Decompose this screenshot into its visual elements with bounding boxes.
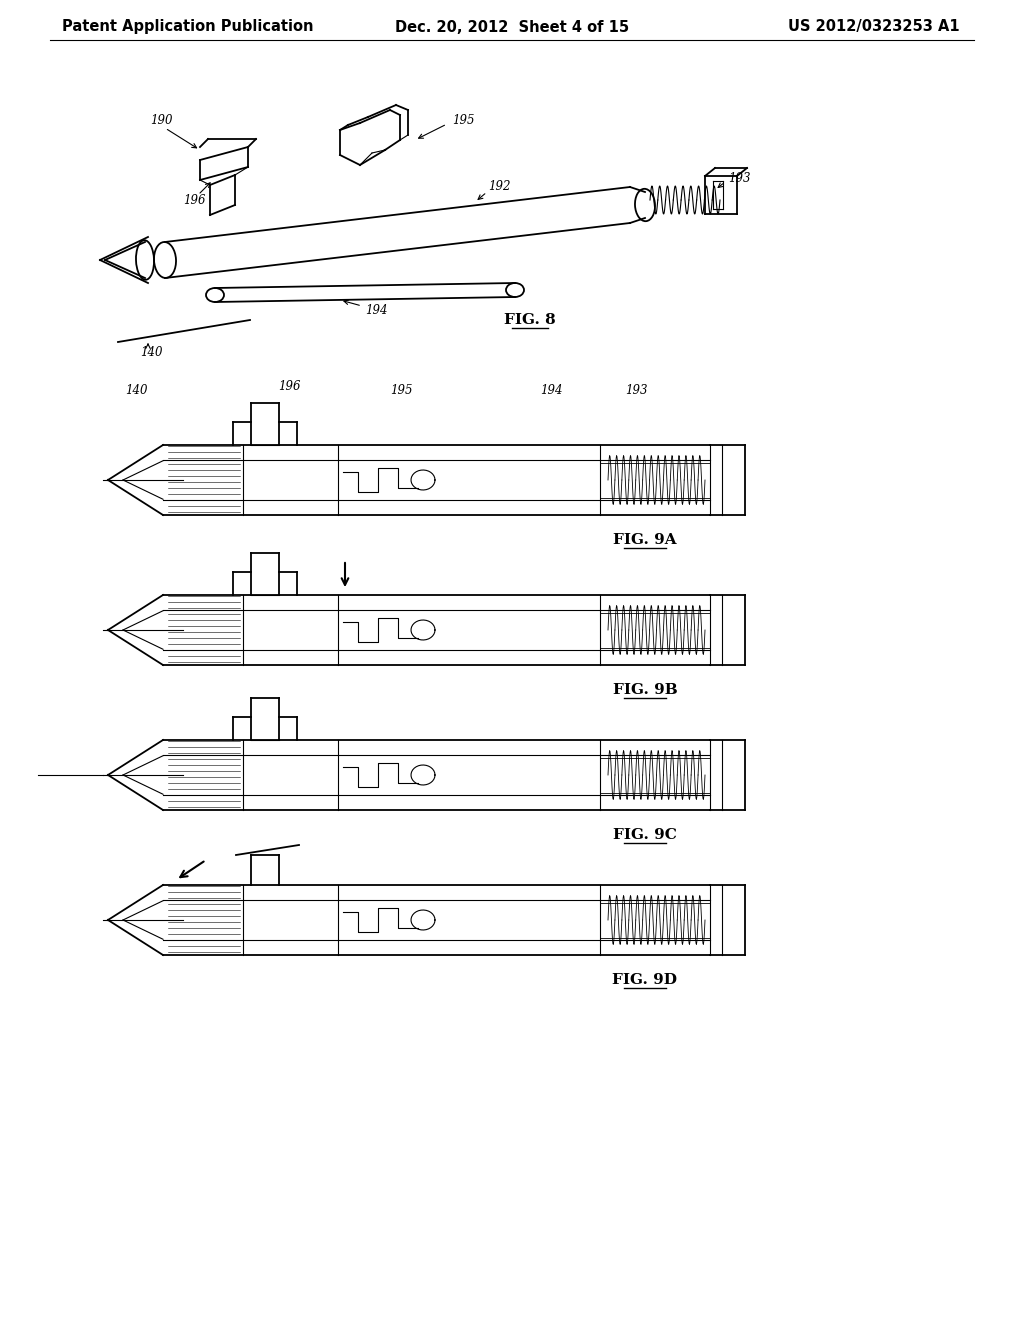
- Text: 194: 194: [540, 384, 562, 396]
- Text: 193: 193: [625, 384, 647, 396]
- Text: Patent Application Publication: Patent Application Publication: [62, 20, 313, 34]
- Text: FIG. 9B: FIG. 9B: [612, 682, 677, 697]
- Text: FIG. 9D: FIG. 9D: [612, 973, 678, 987]
- Text: 140: 140: [125, 384, 147, 396]
- Text: 195: 195: [452, 114, 474, 127]
- Text: FIG. 8: FIG. 8: [504, 313, 556, 327]
- Text: 194: 194: [365, 304, 387, 317]
- Text: FIG. 9C: FIG. 9C: [613, 828, 677, 842]
- Text: 196: 196: [278, 380, 300, 393]
- Text: US 2012/0323253 A1: US 2012/0323253 A1: [788, 20, 961, 34]
- Text: 140: 140: [140, 346, 163, 359]
- Text: 190: 190: [150, 114, 172, 127]
- Text: 196: 196: [183, 194, 206, 206]
- Text: Dec. 20, 2012  Sheet 4 of 15: Dec. 20, 2012 Sheet 4 of 15: [395, 20, 629, 34]
- Text: 192: 192: [488, 181, 511, 194]
- Text: 193: 193: [728, 172, 751, 185]
- Text: FIG. 9A: FIG. 9A: [613, 533, 677, 546]
- Text: 195: 195: [390, 384, 413, 396]
